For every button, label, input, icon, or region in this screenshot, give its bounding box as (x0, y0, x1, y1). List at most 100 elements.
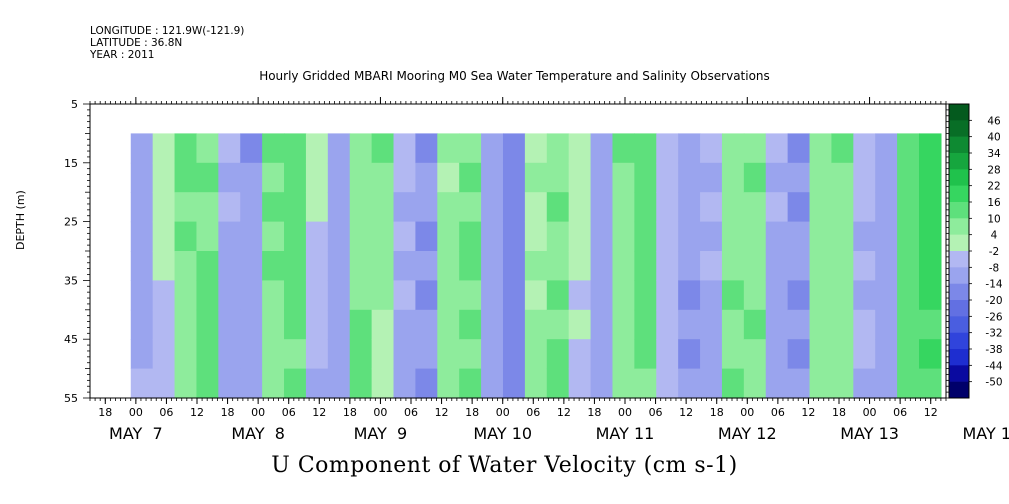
heat-cell (502, 221, 526, 252)
heat-cell (415, 192, 438, 223)
colorbar-swatch (949, 283, 969, 301)
heat-cell (393, 133, 417, 164)
heat-cell (831, 251, 854, 281)
heat-cell (590, 339, 614, 370)
heat-cell (568, 221, 592, 252)
heat-cell (393, 280, 417, 311)
heat-cell (262, 251, 285, 281)
heat-cell (459, 251, 482, 281)
heat-cell (502, 251, 526, 281)
heat-cell (437, 251, 460, 281)
heat-cell (809, 221, 833, 252)
heat-cell (809, 133, 833, 164)
heat-cell (612, 251, 635, 281)
heat-cell (612, 162, 635, 193)
heat-cell (305, 162, 329, 193)
heat-cell (831, 192, 854, 223)
heat-cell (196, 162, 219, 193)
heat-cell (502, 192, 526, 223)
heat-cell (437, 162, 460, 193)
heat-cell (787, 133, 811, 164)
year-label: YEAR : 2011 (90, 49, 155, 61)
heat-cell (437, 133, 460, 164)
heat-cell (787, 309, 811, 340)
y-tick-label: 35 (64, 274, 78, 287)
heat-cell (196, 280, 219, 311)
heat-cell (502, 133, 526, 164)
heat-cell (284, 251, 307, 281)
heat-cell (130, 221, 154, 252)
heat-cell (590, 309, 614, 340)
heat-cell (174, 280, 198, 311)
heat-cell (327, 162, 351, 193)
colorbar-swatch (949, 202, 969, 219)
heat-cell (152, 133, 176, 164)
heat-cell (502, 309, 526, 340)
heat-cell (524, 162, 548, 193)
heat-cell (656, 192, 679, 223)
colorbar-swatch (949, 185, 969, 203)
heat-cell (743, 280, 767, 311)
heat-cell (371, 192, 395, 223)
colorbar-level-label: 4 (991, 230, 998, 242)
heat-cell (327, 280, 351, 311)
heat-cell (656, 251, 679, 281)
colorbar-level-label: -38 (985, 344, 1002, 356)
colorbar-swatch (949, 349, 969, 366)
heat-cell (875, 221, 898, 252)
heat-cell (546, 368, 570, 399)
x-hour-tick-label: 06 (159, 406, 173, 419)
heat-cell (349, 162, 373, 193)
heat-cell (568, 339, 592, 370)
heat-cell (656, 339, 679, 370)
heat-cell (305, 221, 329, 252)
heat-cell (634, 339, 657, 370)
heatmap-field (130, 133, 942, 399)
x-hour-tick-label: 00 (618, 406, 632, 419)
heat-cell (174, 368, 198, 399)
heat-cell (743, 192, 767, 223)
heat-cell (765, 192, 789, 223)
heat-cell (546, 192, 570, 223)
heat-cell (590, 192, 614, 223)
heat-cell (765, 133, 789, 164)
heat-cell (634, 368, 657, 399)
heat-cell (196, 309, 219, 340)
heat-cell (743, 339, 767, 370)
heat-cell (305, 309, 329, 340)
heat-cell (218, 221, 241, 252)
heat-cell (568, 192, 592, 223)
x-hour-tick-label: 18 (587, 406, 601, 419)
heat-cell (721, 221, 745, 252)
heat-cell (590, 133, 614, 164)
heat-cell (656, 221, 679, 252)
heat-cell (524, 133, 548, 164)
heat-cell (152, 339, 176, 370)
colorbar: 46 40 34 28 22 16 10 4 -2 -8 -14 -20 -26 -32 -38 -44 -50 (948, 103, 1003, 399)
y-tick-label: 55 (64, 392, 78, 405)
heat-cell (700, 192, 723, 223)
colorbar-swatch (949, 153, 969, 170)
heat-cell (305, 339, 329, 370)
heat-cell (546, 251, 570, 281)
heat-cell (371, 309, 395, 340)
colorbar-swatch (949, 136, 969, 154)
longitude-label: LONGITUDE : 121.9W(-121.9) (90, 25, 245, 37)
heat-cell (305, 368, 329, 399)
heat-cell (809, 309, 833, 340)
x-hour-tick-label: 06 (649, 406, 663, 419)
heat-cell (305, 133, 329, 164)
heat-cell (349, 339, 373, 370)
heat-cell (393, 309, 417, 340)
heat-cell (327, 309, 351, 340)
heat-cell (590, 368, 614, 399)
heat-cell (897, 280, 920, 311)
x-hour-tick-label: 06 (526, 406, 540, 419)
heat-cell (130, 133, 154, 164)
heat-cell (174, 339, 198, 370)
heat-cell (240, 368, 263, 399)
heat-cell (349, 192, 373, 223)
heat-cell (787, 162, 811, 193)
heat-cell (459, 309, 482, 340)
colorbar-swatch (949, 381, 969, 399)
